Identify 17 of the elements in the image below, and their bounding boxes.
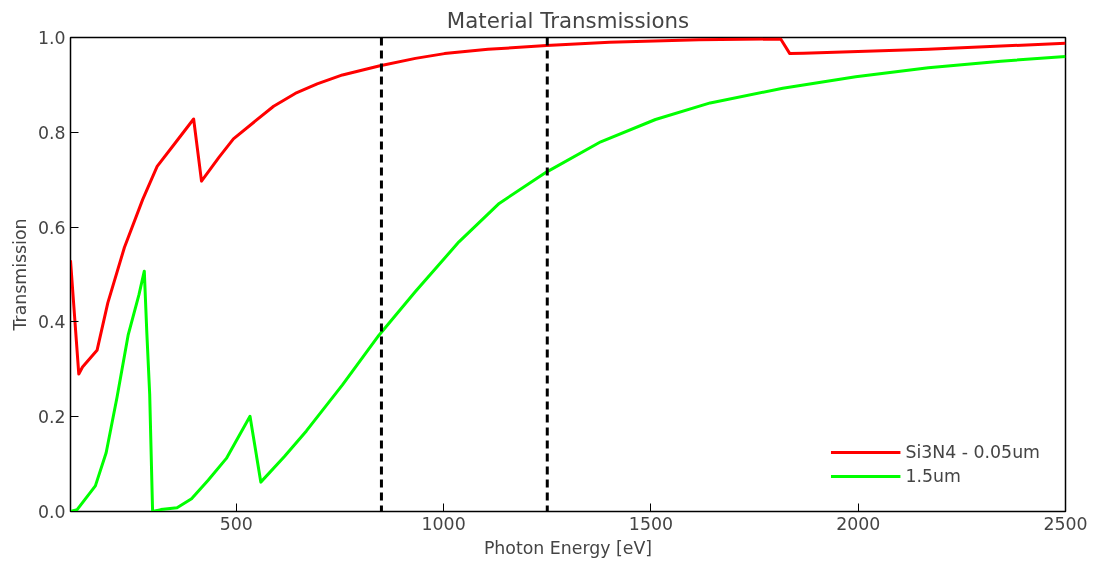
- x-axis-title: Photon Energy [eV]: [483, 537, 653, 558]
- x-tick-label: 500: [219, 513, 253, 534]
- x-tick-label: 2500: [1043, 513, 1088, 534]
- y-tick-label: 0.0: [37, 502, 66, 522]
- y-tick-label: 0.8: [37, 122, 66, 143]
- x-tick-label: 1500: [628, 513, 673, 534]
- chart-title: Material Transmissions: [446, 7, 690, 33]
- y-tick-label: 0.2: [37, 407, 66, 428]
- legend-label: Si3N4 - 0.05um: [905, 442, 1040, 462]
- y-tick-label: 1.0: [37, 28, 66, 48]
- x-tick-label: 2000: [836, 513, 881, 534]
- line-series: [70, 37, 1066, 376]
- y-tick-label: 0.6: [37, 217, 66, 238]
- y-tick-label: 0.4: [37, 312, 66, 333]
- x-tick-label: 1000: [421, 513, 466, 534]
- legend-label: 1.5um: [905, 466, 961, 486]
- y-axis-title: Transmission: [9, 218, 30, 332]
